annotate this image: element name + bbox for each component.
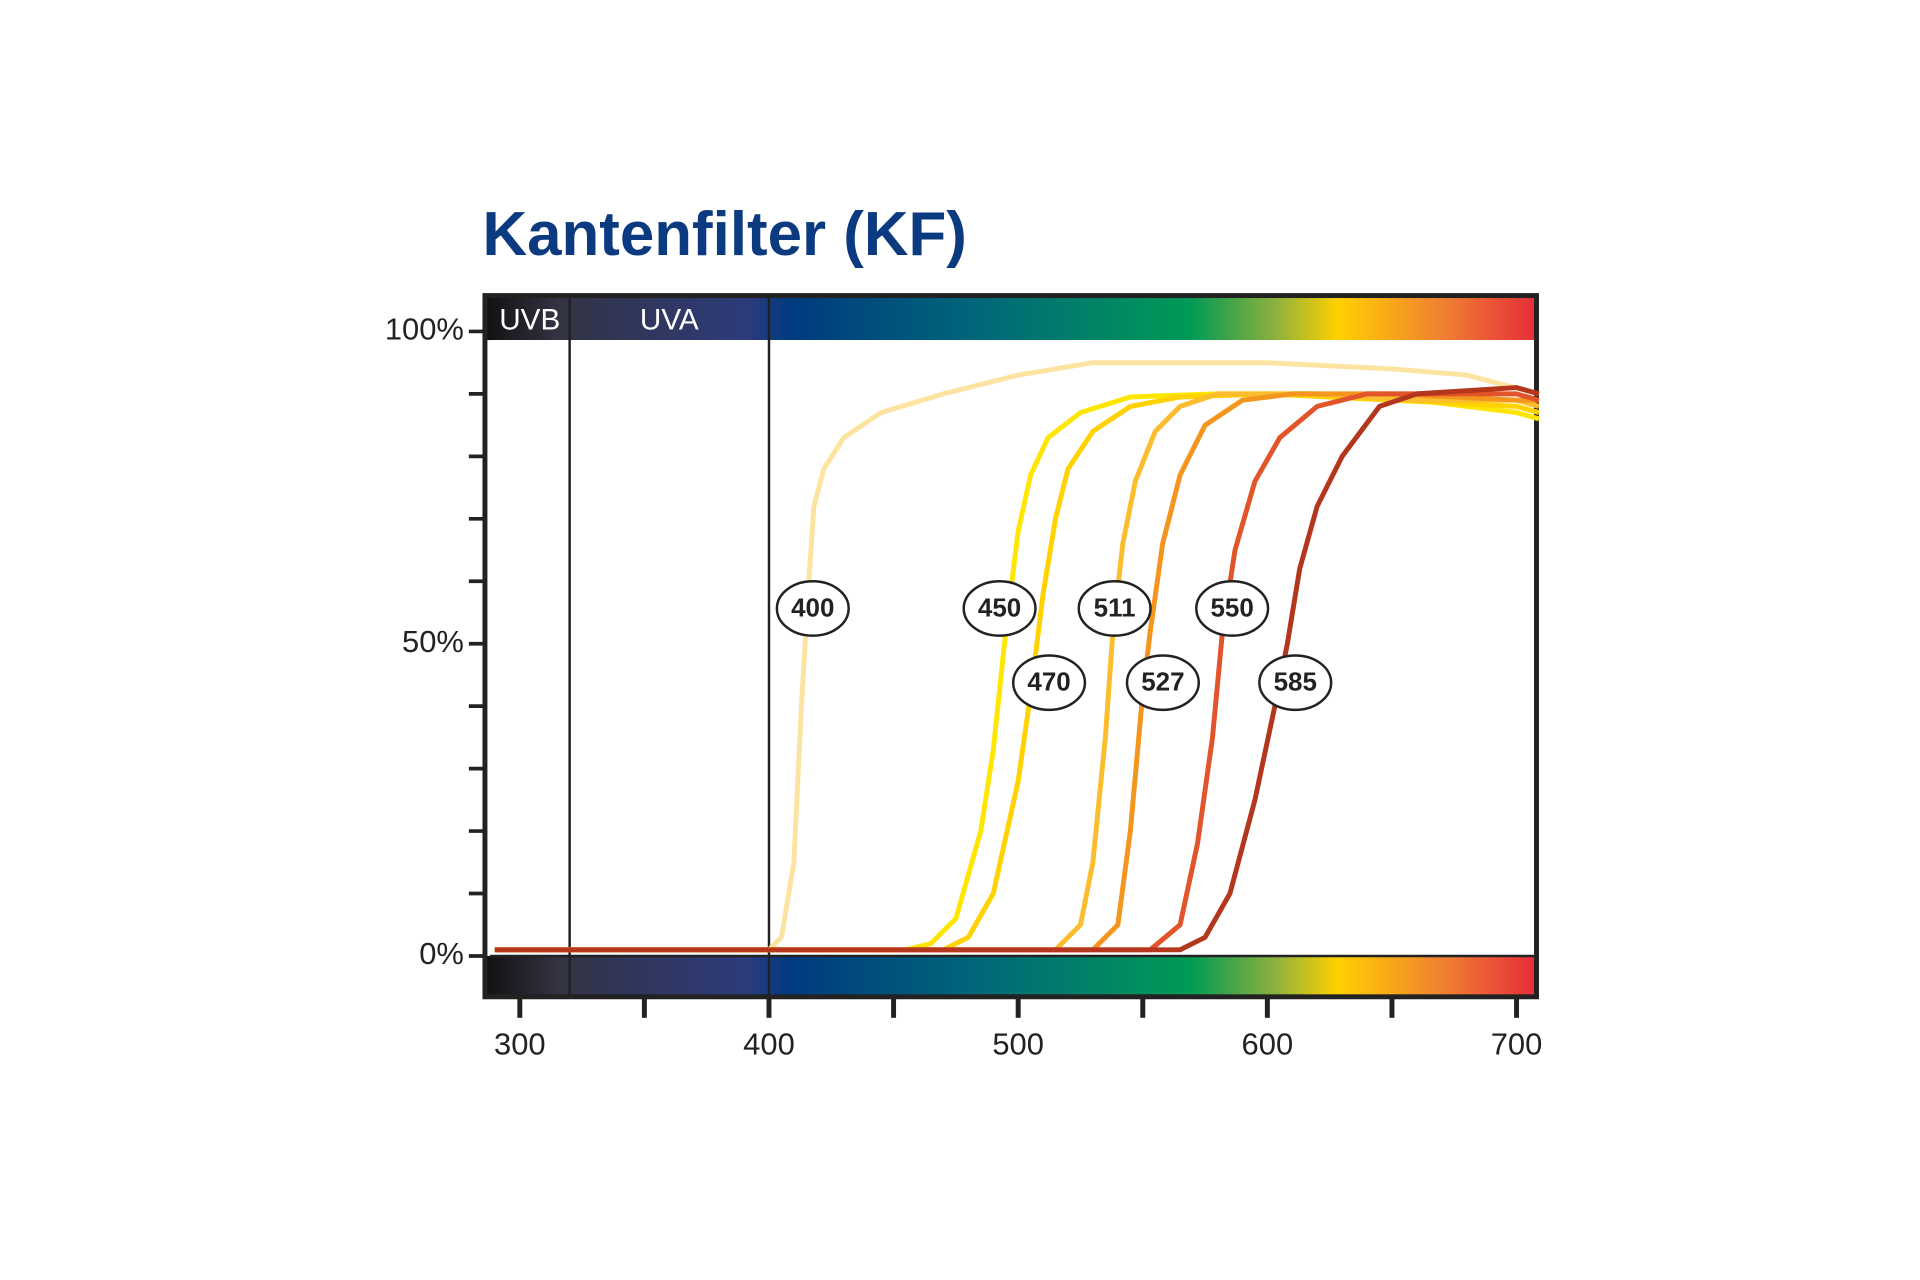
band-label: UVA [640, 303, 699, 336]
series-label: 550 [1210, 593, 1253, 623]
series-label: 400 [791, 593, 834, 623]
x-tick-label: 700 [1491, 1026, 1543, 1061]
label-bubble [1011, 654, 1087, 712]
series-label: 511 [1094, 593, 1136, 623]
chart-title: Kantenfilter (KF) [482, 200, 966, 269]
plot-area [489, 340, 1535, 956]
filter-curve [494, 360, 1540, 953]
series-label: 527 [1141, 667, 1184, 697]
x-tick-label: 600 [1242, 1026, 1294, 1061]
filter-curve [494, 391, 1540, 953]
label-bubble [1258, 654, 1333, 712]
x-tick-label: 300 [494, 1026, 546, 1061]
band-label: UVB [499, 303, 560, 336]
spectrum-bar-bottom [484, 955, 1537, 997]
series-label: 450 [978, 593, 1021, 623]
label-bubble [1195, 580, 1270, 637]
x-tick-label: 400 [743, 1026, 795, 1061]
series-label: 585 [1274, 667, 1317, 697]
filter-curve [494, 385, 1540, 953]
label-bubble [962, 580, 1037, 637]
y-tick-label: 100% [385, 312, 464, 347]
plot-frame [482, 293, 1539, 1000]
label-bubble [775, 580, 850, 637]
y-tick-label: 0% [419, 936, 464, 971]
series-label: 470 [1027, 667, 1070, 697]
label-bubble [1125, 654, 1200, 712]
x-tick-label: 500 [992, 1026, 1044, 1061]
spectrum-bar-top [484, 295, 1537, 341]
label-bubble [1077, 580, 1152, 637]
y-tick-label: 50% [402, 624, 464, 659]
plot-layer: UVB UVA 0% 50% 100% 300 400 500 600 700 400 450 470 5… [385, 295, 1543, 1061]
